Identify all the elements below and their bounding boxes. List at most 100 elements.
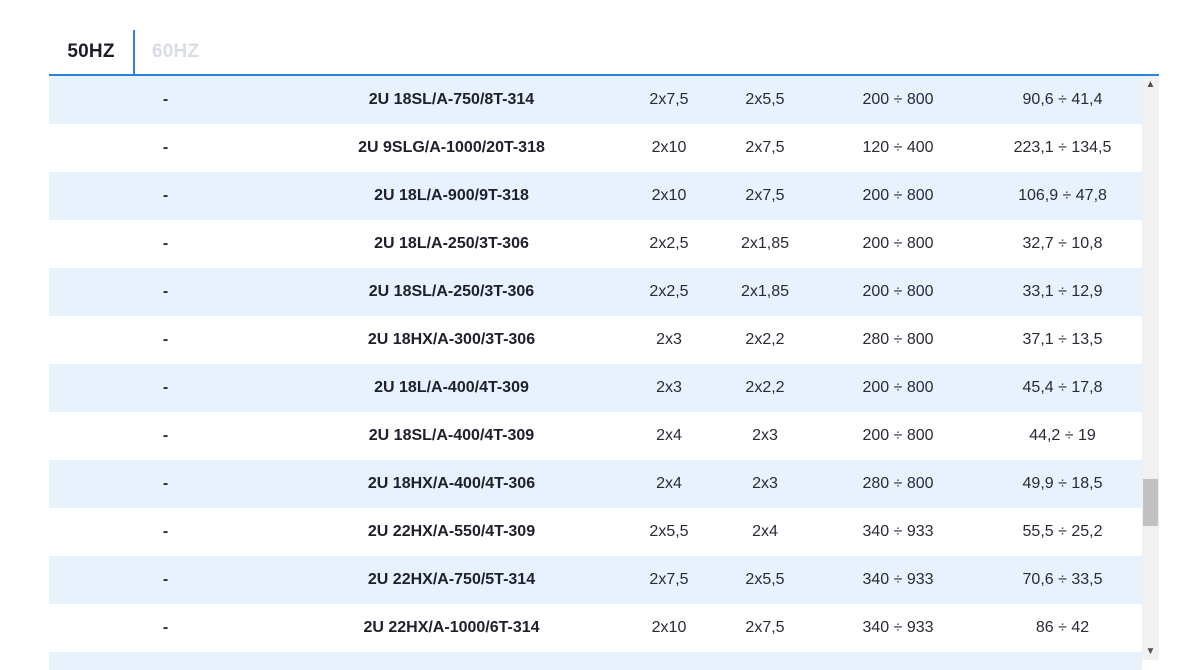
cell-power-2: 2x5,5 [717,76,813,124]
cell-model [282,652,621,670]
cell-model: 2U 22HX/A-750/5T-314 [282,556,621,604]
cell-model: 2U 18SL/A-400/4T-309 [282,412,621,460]
cell-flow: 37,1 ÷ 13,5 [983,316,1142,364]
table-row: -2U 18L/A-250/3T-306 2x2,5 2x1,85 200 ÷ 800… [49,220,1142,268]
cell-power-kw: 2x10 [621,124,717,172]
cell-power-2: 2x4 [717,508,813,556]
cell-range: 200 ÷ 800 [813,220,983,268]
cell-model: 2U 18L/A-900/9T-318 [282,172,621,220]
table-row: -2U 18SL/A-250/3T-306 2x2,5 2x1,85 200 ÷ 80… [49,268,1142,316]
cell-range: 340 ÷ 933 [813,604,983,652]
cell-range: 340 ÷ 933 [813,556,983,604]
cell-range: 200 ÷ 800 [813,76,983,124]
cell-range: 280 ÷ 800 [813,316,983,364]
cell-power-kw: 2x10 [621,604,717,652]
cell-power-kw: 2x5,5 [621,508,717,556]
table-row: -2U 22HX/A-750/5T-314 2x7,5 2x5,5 340 ÷ 933… [49,556,1142,604]
cell-dash: - [49,412,282,460]
cell-model: 2U 22HX/A-1000/6T-314 [282,604,621,652]
pump-table: -2U 18SL/A-750/8T-314 2x7,5 2x5,5 200 ÷ 800… [49,76,1142,670]
cell-range: 200 ÷ 800 [813,412,983,460]
scroll-thumb[interactable] [1143,479,1158,526]
cell-power-kw: 2x10 [621,172,717,220]
cell-flow: 90,6 ÷ 41,4 [983,76,1142,124]
cell-dash [49,652,282,670]
frequency-tabs: 50HZ 60HZ [49,30,1159,76]
cell-power-2: 2x7,5 [717,604,813,652]
cell-dash: - [49,508,282,556]
scroll-down-icon[interactable]: ▼ [1145,646,1156,657]
cell-range: 200 ÷ 800 [813,172,983,220]
cell-power-2: 2x7,5 [717,124,813,172]
cell-model: 2U 22HX/A-550/4T-309 [282,508,621,556]
cell-flow: 33,1 ÷ 12,9 [983,268,1142,316]
cell-power-kw: 2x4 [621,412,717,460]
cell-power-kw: 2x4 [621,460,717,508]
cell-range [813,652,983,670]
cell-model: 2U 18L/A-400/4T-309 [282,364,621,412]
cell-dash: - [49,460,282,508]
cell-range: 340 ÷ 933 [813,508,983,556]
cell-dash: - [49,76,282,124]
table-row: -2U 9SLG/A-1000/20T-318 2x10 2x7,5 120 ÷ 40… [49,124,1142,172]
cell-flow: 45,4 ÷ 17,8 [983,364,1142,412]
vertical-scrollbar[interactable]: ▲ ▼ [1142,76,1159,660]
cell-model: 2U 18HX/A-300/3T-306 [282,316,621,364]
cell-flow: 70,6 ÷ 33,5 [983,556,1142,604]
cell-model: 2U 18SL/A-250/3T-306 [282,268,621,316]
tab-60hz[interactable]: 60HZ [152,41,200,62]
table-body: -2U 18SL/A-750/8T-314 2x7,5 2x5,5 200 ÷ 800… [49,76,1142,670]
cell-dash: - [49,316,282,364]
cell-model: 2U 9SLG/A-1000/20T-318 [282,124,621,172]
cell-flow: 44,2 ÷ 19 [983,412,1142,460]
cell-dash: - [49,220,282,268]
cell-flow: 32,7 ÷ 10,8 [983,220,1142,268]
cell-dash: - [49,604,282,652]
cell-model: 2U 18L/A-250/3T-306 [282,220,621,268]
cell-dash: - [49,268,282,316]
cell-dash: - [49,172,282,220]
cell-power-2: 2x7,5 [717,172,813,220]
cell-model: 2U 18HX/A-400/4T-306 [282,460,621,508]
cell-dash: - [49,364,282,412]
table-row [49,652,1142,670]
cell-dash: - [49,124,282,172]
cell-power-kw: 2x3 [621,364,717,412]
cell-flow: 55,5 ÷ 25,2 [983,508,1142,556]
cell-power-2: 2x5,5 [717,556,813,604]
table-row: -2U 18HX/A-400/4T-306 2x4 2x3 280 ÷ 800 49,9… [49,460,1142,508]
cell-power-2: 2x2,2 [717,364,813,412]
cell-power-kw [621,652,717,670]
cell-power-2: 2x1,85 [717,220,813,268]
table-row: -2U 18HX/A-300/3T-306 2x3 2x2,2 280 ÷ 800 37… [49,316,1142,364]
pump-table-container: -2U 18SL/A-750/8T-314 2x7,5 2x5,5 200 ÷ 800… [49,76,1142,670]
cell-power-2 [717,652,813,670]
cell-flow [983,652,1142,670]
table-row: -2U 18SL/A-400/4T-309 2x4 2x3 200 ÷ 800 44,2… [49,412,1142,460]
cell-power-kw: 2x2,5 [621,268,717,316]
table-row: -2U 22HX/A-1000/6T-314 2x10 2x7,5 340 ÷ 933… [49,604,1142,652]
cell-power-2: 2x3 [717,412,813,460]
cell-range: 200 ÷ 800 [813,268,983,316]
cell-power-2: 2x1,85 [717,268,813,316]
cell-dash: - [49,556,282,604]
scroll-up-icon[interactable]: ▲ [1145,79,1156,90]
cell-model: 2U 18SL/A-750/8T-314 [282,76,621,124]
cell-flow: 106,9 ÷ 47,8 [983,172,1142,220]
table-row: -2U 18L/A-900/9T-318 2x10 2x7,5 200 ÷ 800 10… [49,172,1142,220]
table-row: -2U 22HX/A-550/4T-309 2x5,5 2x4 340 ÷ 933 55… [49,508,1142,556]
cell-range: 280 ÷ 800 [813,460,983,508]
cell-power-kw: 2x2,5 [621,220,717,268]
cell-flow: 49,9 ÷ 18,5 [983,460,1142,508]
cell-range: 200 ÷ 800 [813,364,983,412]
tab-50hz[interactable]: 50HZ [49,30,135,74]
cell-power-2: 2x3 [717,460,813,508]
cell-flow: 223,1 ÷ 134,5 [983,124,1142,172]
cell-range: 120 ÷ 400 [813,124,983,172]
table-row: -2U 18L/A-400/4T-309 2x3 2x2,2 200 ÷ 800 45,… [49,364,1142,412]
cell-power-kw: 2x7,5 [621,556,717,604]
cell-power-kw: 2x3 [621,316,717,364]
cell-power-2: 2x2,2 [717,316,813,364]
cell-flow: 86 ÷ 42 [983,604,1142,652]
table-row: -2U 18SL/A-750/8T-314 2x7,5 2x5,5 200 ÷ 800… [49,76,1142,124]
